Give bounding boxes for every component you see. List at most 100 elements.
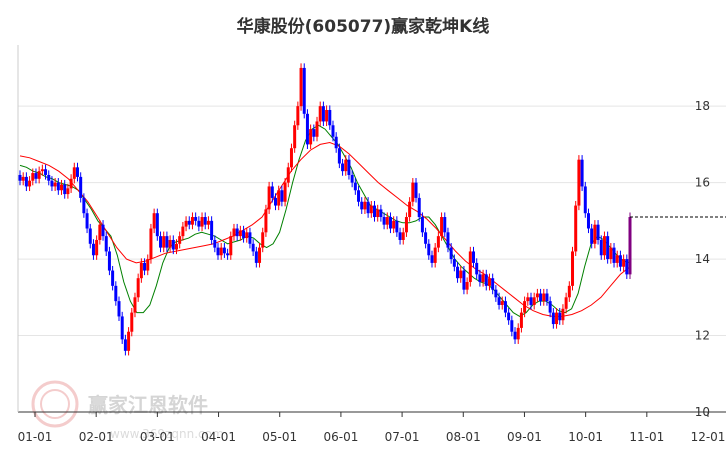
candle-body: [475, 262, 479, 275]
candle-body: [181, 226, 185, 237]
candle-body: [392, 220, 396, 229]
candle-body: [577, 159, 581, 206]
candle-body: [347, 159, 351, 175]
candle-body: [388, 217, 392, 229]
candle-body: [104, 236, 108, 252]
candle-body: [618, 255, 622, 267]
watermark-logo-inner-icon: [40, 389, 70, 419]
candle-body: [312, 129, 316, 137]
candle-body: [539, 293, 543, 302]
y-tick-label: 16: [695, 176, 710, 190]
candle-body: [296, 106, 300, 126]
x-tick-label: 06-01: [323, 430, 358, 444]
candle-body: [264, 209, 268, 233]
candle-body: [168, 239, 172, 248]
candle-body: [309, 129, 313, 145]
candle-body: [200, 217, 204, 227]
ma-short-line: [19, 124, 631, 317]
candle-body: [360, 201, 364, 210]
candle-body: [548, 301, 552, 313]
candle-body: [341, 163, 345, 172]
candle-body: [357, 190, 361, 202]
candle-body: [612, 247, 616, 263]
candle-body: [155, 213, 159, 237]
candle-body: [213, 239, 217, 248]
candle-body: [606, 236, 610, 260]
candle-body: [535, 293, 539, 298]
candle-body: [459, 270, 463, 279]
candle-body: [251, 243, 255, 252]
candle-body: [401, 232, 405, 240]
candle-body: [117, 301, 121, 317]
watermark-url: www.369zqnn.com: [110, 427, 224, 441]
candle-body: [165, 236, 169, 248]
candle-body: [420, 217, 424, 233]
candle-body: [85, 213, 89, 229]
candle-body: [222, 247, 226, 254]
candle-body: [139, 262, 143, 279]
candle-body: [75, 167, 79, 177]
candle-body: [299, 67, 303, 107]
candle-body: [283, 182, 287, 202]
candle-body: [395, 220, 399, 233]
x-tick-label: 12-01: [691, 430, 726, 444]
candle-body: [558, 312, 562, 321]
x-tick-label: 05-01: [262, 430, 297, 444]
chart-title: 华康股份(605077)赢家乾坤K线: [236, 17, 490, 37]
candle-body: [369, 205, 373, 214]
candle-body: [47, 174, 51, 181]
candle-body: [427, 243, 431, 256]
candle-body: [267, 186, 271, 210]
candle-body: [542, 293, 546, 302]
candle-body: [446, 232, 450, 248]
candle-body: [523, 301, 527, 313]
candle-body: [88, 228, 92, 244]
candle-body: [82, 197, 86, 214]
candle-body: [331, 125, 335, 137]
watermark: 赢家江恩软件 www.369zqnn.com: [31, 380, 224, 441]
candle-body: [436, 236, 440, 248]
candle-body: [337, 148, 341, 164]
candle-body: [72, 167, 76, 179]
candle-body: [379, 209, 383, 218]
candle-body: [245, 232, 249, 239]
candle-body: [258, 247, 262, 263]
candle-body: [328, 109, 332, 126]
candle-body: [321, 106, 325, 122]
x-tick-label: 07-01: [385, 430, 420, 444]
candle-body: [242, 230, 246, 239]
candle-body: [101, 224, 105, 237]
candle-body: [178, 236, 182, 244]
candle-body: [194, 217, 198, 221]
candle-body: [363, 201, 367, 210]
candle-body: [273, 197, 277, 206]
candle-body: [408, 201, 412, 218]
candle-body: [28, 180, 32, 187]
candle-body: [31, 173, 35, 181]
candle-body: [519, 312, 523, 328]
candle-body: [187, 220, 191, 225]
candle-body: [443, 217, 447, 233]
candle-body: [334, 136, 338, 149]
candle-body: [529, 297, 533, 305]
candle-body: [98, 224, 102, 240]
candle-body: [366, 201, 370, 214]
candle-body: [373, 205, 377, 218]
x-tick-label: 03-01: [140, 430, 175, 444]
watermark-brand: 赢家江恩软件: [88, 393, 208, 417]
candle-body: [210, 220, 214, 240]
candle-body: [315, 121, 319, 137]
candle-body: [382, 217, 386, 225]
candles: [18, 63, 632, 356]
candle-body: [146, 259, 150, 271]
candle-body: [487, 278, 491, 286]
candle-body: [561, 308, 565, 321]
candle-body: [376, 209, 380, 218]
candle-body: [219, 247, 223, 256]
candle-body: [430, 255, 434, 263]
y-tick-label: 12: [695, 329, 710, 343]
candle-body: [305, 113, 309, 145]
candle-body: [462, 270, 466, 290]
candle-body: [510, 320, 514, 332]
